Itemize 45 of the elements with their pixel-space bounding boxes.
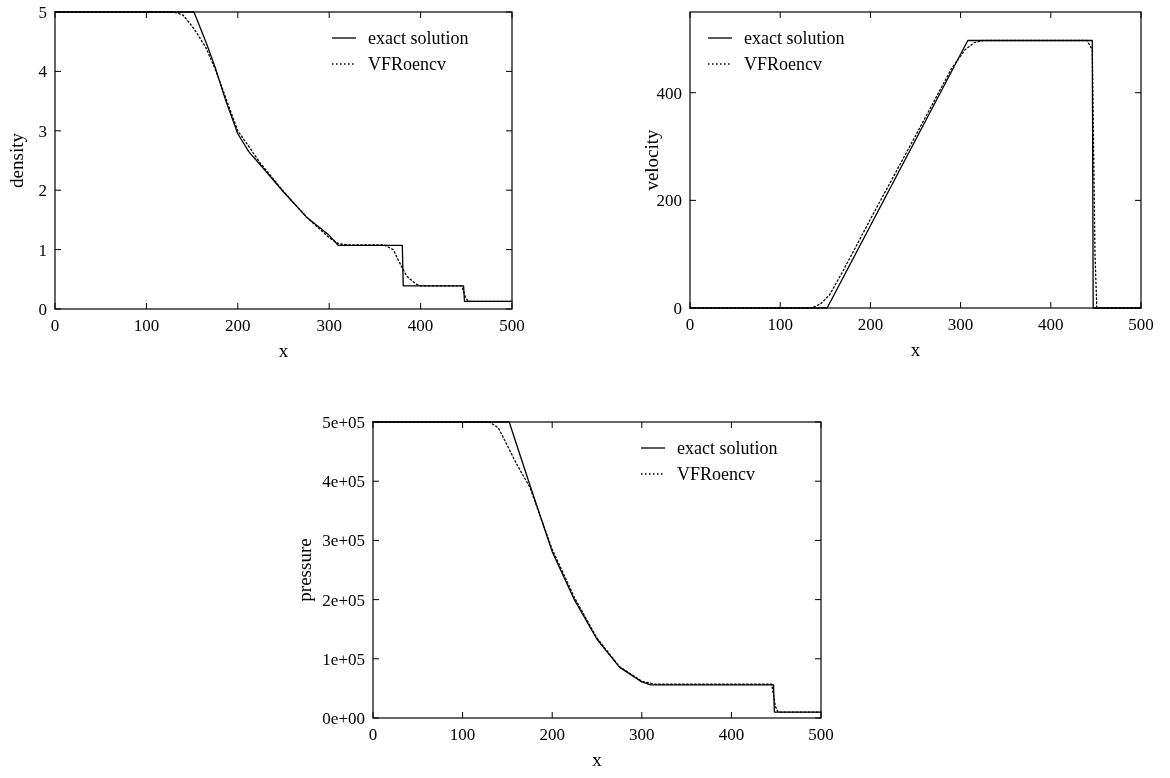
- y-tick-label: 0e+00: [322, 708, 365, 728]
- y-tick-label: 4e+05: [322, 472, 365, 492]
- x-tick-label: 500: [808, 725, 834, 744]
- legend-label: VFRoencv: [368, 54, 446, 75]
- x-tick-label: 0: [368, 725, 378, 744]
- y-tick-label: 3: [38, 121, 47, 141]
- x-tick-label: 200: [225, 316, 251, 335]
- x-tick-label: 500: [1128, 315, 1154, 334]
- x-tick-label: 300: [316, 316, 342, 335]
- y-tick-label: 0: [673, 298, 682, 318]
- legend-label: exact solution: [368, 28, 469, 49]
- x-tick-label: 300: [947, 315, 974, 334]
- y-axis-title: density: [6, 132, 27, 188]
- x-tick-label: 100: [767, 315, 793, 334]
- y-tick-label: 4: [38, 62, 48, 82]
- legend-label: exact solution: [744, 28, 845, 49]
- y-tick-label: 2: [38, 181, 47, 201]
- x-axis-title: x: [592, 749, 603, 770]
- x-tick-label: 400: [718, 725, 745, 744]
- y-tick-label: 2e+05: [322, 590, 365, 610]
- x-tick-label: 300: [629, 725, 655, 744]
- x-tick-label: 500: [499, 316, 525, 335]
- y-tick-label: 400: [656, 83, 682, 103]
- y-tick-label: 3e+05: [322, 531, 365, 551]
- y-tick-label: 1e+05: [322, 649, 365, 669]
- x-tick-label: 100: [449, 725, 476, 744]
- x-tick-label: 0: [50, 316, 60, 335]
- x-tick-label: 400: [407, 316, 434, 335]
- x-tick-label: 200: [857, 315, 884, 334]
- y-axis-title: velocity: [641, 128, 662, 191]
- y-tick-label: 1: [38, 240, 47, 260]
- y-tick-label: 200: [656, 191, 682, 211]
- x-axis-title: x: [910, 339, 921, 360]
- legend-label: exact solution: [677, 438, 778, 459]
- y-tick-label: 5e+05: [322, 412, 365, 432]
- x-tick-label: 0: [685, 315, 695, 334]
- y-tick-label: 0: [38, 299, 47, 319]
- legend-label: VFRoencv: [744, 54, 822, 75]
- x-tick-label: 100: [133, 316, 160, 335]
- x-axis-title: x: [278, 340, 289, 361]
- x-tick-label: 200: [539, 725, 565, 744]
- x-tick-label: 400: [1038, 315, 1064, 334]
- y-tick-label: 5: [38, 2, 47, 22]
- y-axis-title: pressure: [294, 538, 315, 602]
- legend-label: VFRoencv: [677, 464, 755, 485]
